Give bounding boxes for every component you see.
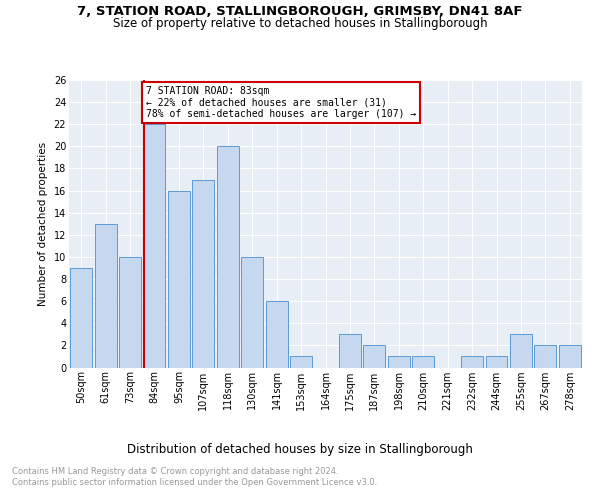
Bar — [339, 334, 361, 368]
Bar — [412, 356, 434, 368]
Bar — [290, 356, 312, 368]
Bar — [510, 334, 532, 368]
Bar — [559, 346, 581, 368]
Text: Size of property relative to detached houses in Stallingborough: Size of property relative to detached ho… — [113, 18, 487, 30]
Bar — [461, 356, 483, 368]
Y-axis label: Number of detached properties: Number of detached properties — [38, 142, 48, 306]
Bar — [364, 346, 385, 368]
Bar — [119, 257, 141, 368]
Bar — [143, 124, 166, 368]
Bar — [193, 180, 214, 368]
Bar — [535, 346, 556, 368]
Bar — [95, 224, 116, 368]
Bar — [388, 356, 410, 368]
Bar — [266, 301, 287, 368]
Text: 7 STATION ROAD: 83sqm
← 22% of detached houses are smaller (31)
78% of semi-deta: 7 STATION ROAD: 83sqm ← 22% of detached … — [146, 86, 416, 118]
Bar — [217, 146, 239, 368]
Bar — [241, 257, 263, 368]
Bar — [70, 268, 92, 368]
Text: 7, STATION ROAD, STALLINGBOROUGH, GRIMSBY, DN41 8AF: 7, STATION ROAD, STALLINGBOROUGH, GRIMSB… — [77, 5, 523, 18]
Text: Contains HM Land Registry data © Crown copyright and database right 2024.
Contai: Contains HM Land Registry data © Crown c… — [12, 468, 377, 487]
Bar — [168, 190, 190, 368]
Text: Distribution of detached houses by size in Stallingborough: Distribution of detached houses by size … — [127, 442, 473, 456]
Bar — [485, 356, 508, 368]
